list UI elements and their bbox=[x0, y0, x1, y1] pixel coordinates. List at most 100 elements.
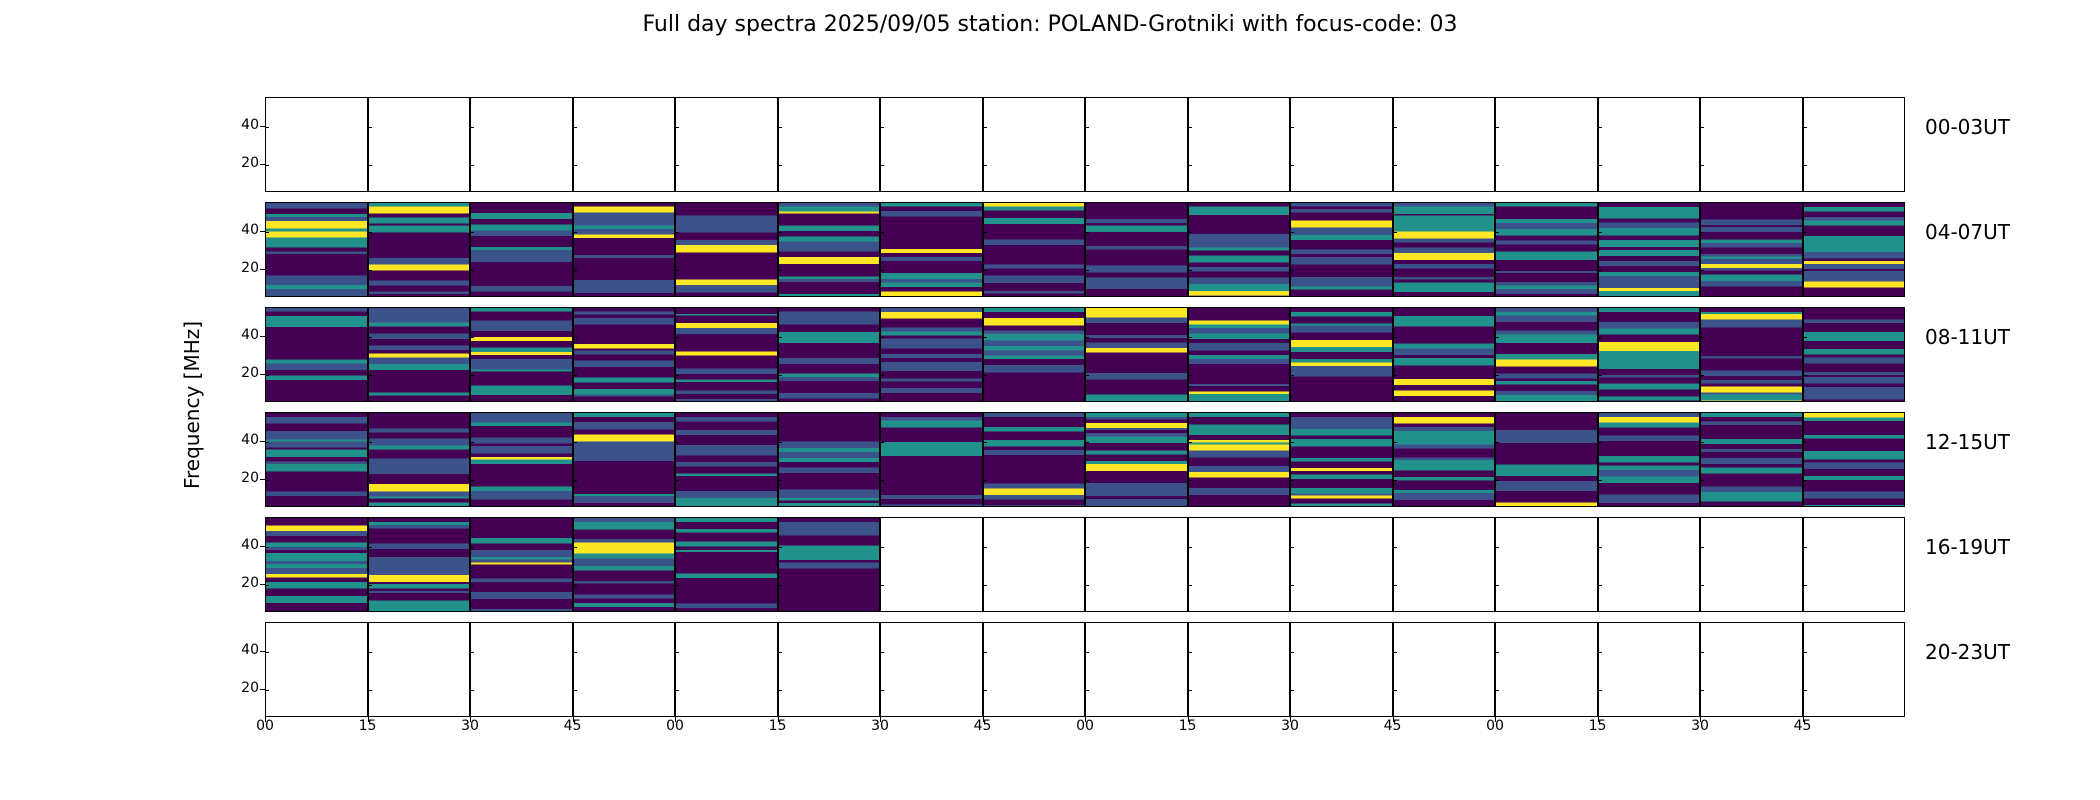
spectrogram-image bbox=[1086, 413, 1187, 506]
panel-tick-mark bbox=[1803, 269, 1807, 271]
spectrogram-image bbox=[778, 203, 879, 296]
panel-tick-mark bbox=[1803, 479, 1807, 481]
panel-tick-mark bbox=[880, 689, 884, 691]
panel-tick-mark bbox=[368, 441, 372, 443]
spectrogram-image bbox=[1086, 308, 1187, 401]
y-tick-line bbox=[260, 335, 265, 337]
panel-tick-mark bbox=[1700, 584, 1704, 586]
spectrogram-panel bbox=[1085, 412, 1188, 507]
spectrogram-image bbox=[983, 413, 1084, 506]
panel-tick-mark bbox=[778, 689, 782, 691]
panel-tick-mark bbox=[880, 584, 884, 586]
panel-tick-mark bbox=[1700, 374, 1704, 376]
hour-separator bbox=[981, 412, 984, 507]
panel-tick-mark bbox=[573, 164, 577, 166]
spectrogram-image bbox=[573, 203, 674, 296]
chart-title: Full day spectra 2025/09/05 station: POL… bbox=[642, 12, 1458, 37]
panel-tick-mark bbox=[1393, 441, 1397, 443]
panel-tick-mark bbox=[1700, 164, 1704, 166]
panel-tick-mark bbox=[1803, 546, 1807, 548]
panel-tick-mark bbox=[1700, 126, 1704, 128]
panel-tick-mark bbox=[1803, 441, 1807, 443]
spectrogram-panel bbox=[1597, 412, 1700, 507]
y-tick-line bbox=[260, 688, 265, 690]
x-tick-line bbox=[1597, 717, 1599, 722]
spectrogram-panel bbox=[1700, 412, 1803, 507]
panel-tick-mark bbox=[573, 441, 577, 443]
panel-tick-mark bbox=[1393, 336, 1397, 338]
panel-tick-mark bbox=[573, 651, 577, 653]
spectrogram-panel bbox=[1495, 202, 1598, 297]
panel-tick-mark bbox=[880, 374, 884, 376]
spectrogram-panel bbox=[470, 517, 573, 612]
panel-tick-mark bbox=[778, 231, 782, 233]
x-tick-line bbox=[470, 717, 471, 722]
panel-tick-mark bbox=[368, 651, 372, 653]
panel-tick-mark bbox=[470, 546, 474, 548]
panel-tick-mark bbox=[1393, 269, 1397, 271]
panel-tick-mark bbox=[1290, 479, 1294, 481]
panel-tick-mark bbox=[1290, 164, 1294, 166]
panel-tick-mark bbox=[1188, 651, 1192, 653]
y-tick-line bbox=[260, 230, 265, 232]
spectrogram-image bbox=[1701, 413, 1802, 506]
panel-tick-mark bbox=[778, 269, 782, 271]
spectrogram-panel bbox=[1495, 307, 1598, 402]
panel-tick-mark bbox=[880, 546, 884, 548]
panel-tick-mark bbox=[983, 584, 987, 586]
panel-tick-mark bbox=[1290, 689, 1294, 691]
panel-tick-mark bbox=[778, 546, 782, 548]
panel-tick-mark bbox=[470, 126, 474, 128]
y-tick-label: 40 bbox=[241, 326, 259, 343]
panel-tick-mark bbox=[573, 584, 577, 586]
spectrogram-panel bbox=[880, 307, 983, 402]
panel-tick-mark bbox=[1290, 584, 1294, 586]
panel-tick-mark bbox=[675, 164, 679, 166]
spectrogram-panel bbox=[367, 412, 470, 507]
empty-panel bbox=[367, 97, 470, 192]
panel-tick-mark bbox=[1598, 651, 1602, 653]
empty-panel bbox=[675, 622, 778, 717]
x-tick-label: 45 bbox=[1383, 718, 1402, 734]
panel-tick-mark bbox=[1700, 441, 1704, 443]
x-tick-line bbox=[1392, 717, 1394, 722]
y-tick-label: 20 bbox=[241, 469, 259, 486]
empty-panel bbox=[367, 622, 470, 717]
panel-tick-mark bbox=[265, 164, 269, 166]
panel-tick-mark bbox=[573, 374, 577, 376]
y-tick-line bbox=[260, 650, 265, 652]
x-tick-line bbox=[265, 717, 266, 722]
empty-panel bbox=[1802, 622, 1905, 717]
empty-panel bbox=[470, 97, 573, 192]
spectra-row: 20 40 16-19UT bbox=[241, 517, 2010, 612]
panel-tick-mark bbox=[1495, 584, 1499, 586]
spectrogram-panel bbox=[675, 202, 778, 297]
hour-separator bbox=[981, 517, 984, 612]
spectrogram-panel bbox=[1597, 307, 1700, 402]
panel-tick-mark bbox=[1290, 126, 1294, 128]
panel-tick-mark bbox=[1188, 479, 1192, 481]
spectrogram-image bbox=[368, 203, 469, 296]
panel-tick-mark bbox=[1290, 269, 1294, 271]
panel-tick-mark bbox=[983, 231, 987, 233]
x-tick-label: 15 bbox=[358, 718, 377, 734]
spectrogram-panel bbox=[1392, 412, 1495, 507]
empty-panel bbox=[1187, 97, 1290, 192]
panel-tick-mark bbox=[1803, 336, 1807, 338]
spectra-row: 20 40 20-23UT bbox=[241, 622, 2010, 717]
spectrogram-image bbox=[573, 308, 674, 401]
empty-panel bbox=[1700, 517, 1803, 612]
panel-tick-mark bbox=[368, 231, 372, 233]
spectrogram-panel bbox=[572, 412, 675, 507]
panel-tick-mark bbox=[265, 269, 269, 271]
spectrogram-panel bbox=[1802, 202, 1905, 297]
panel-tick-mark bbox=[470, 231, 474, 233]
spectrogram-image bbox=[676, 203, 777, 296]
panel-tick-mark bbox=[265, 126, 269, 128]
panel-tick-mark bbox=[778, 374, 782, 376]
panel-tick-mark bbox=[983, 441, 987, 443]
panel-tick-mark bbox=[1803, 231, 1807, 233]
x-tick-line bbox=[1187, 717, 1189, 722]
spectrogram-image bbox=[471, 518, 572, 611]
spectrogram-image bbox=[778, 308, 879, 401]
